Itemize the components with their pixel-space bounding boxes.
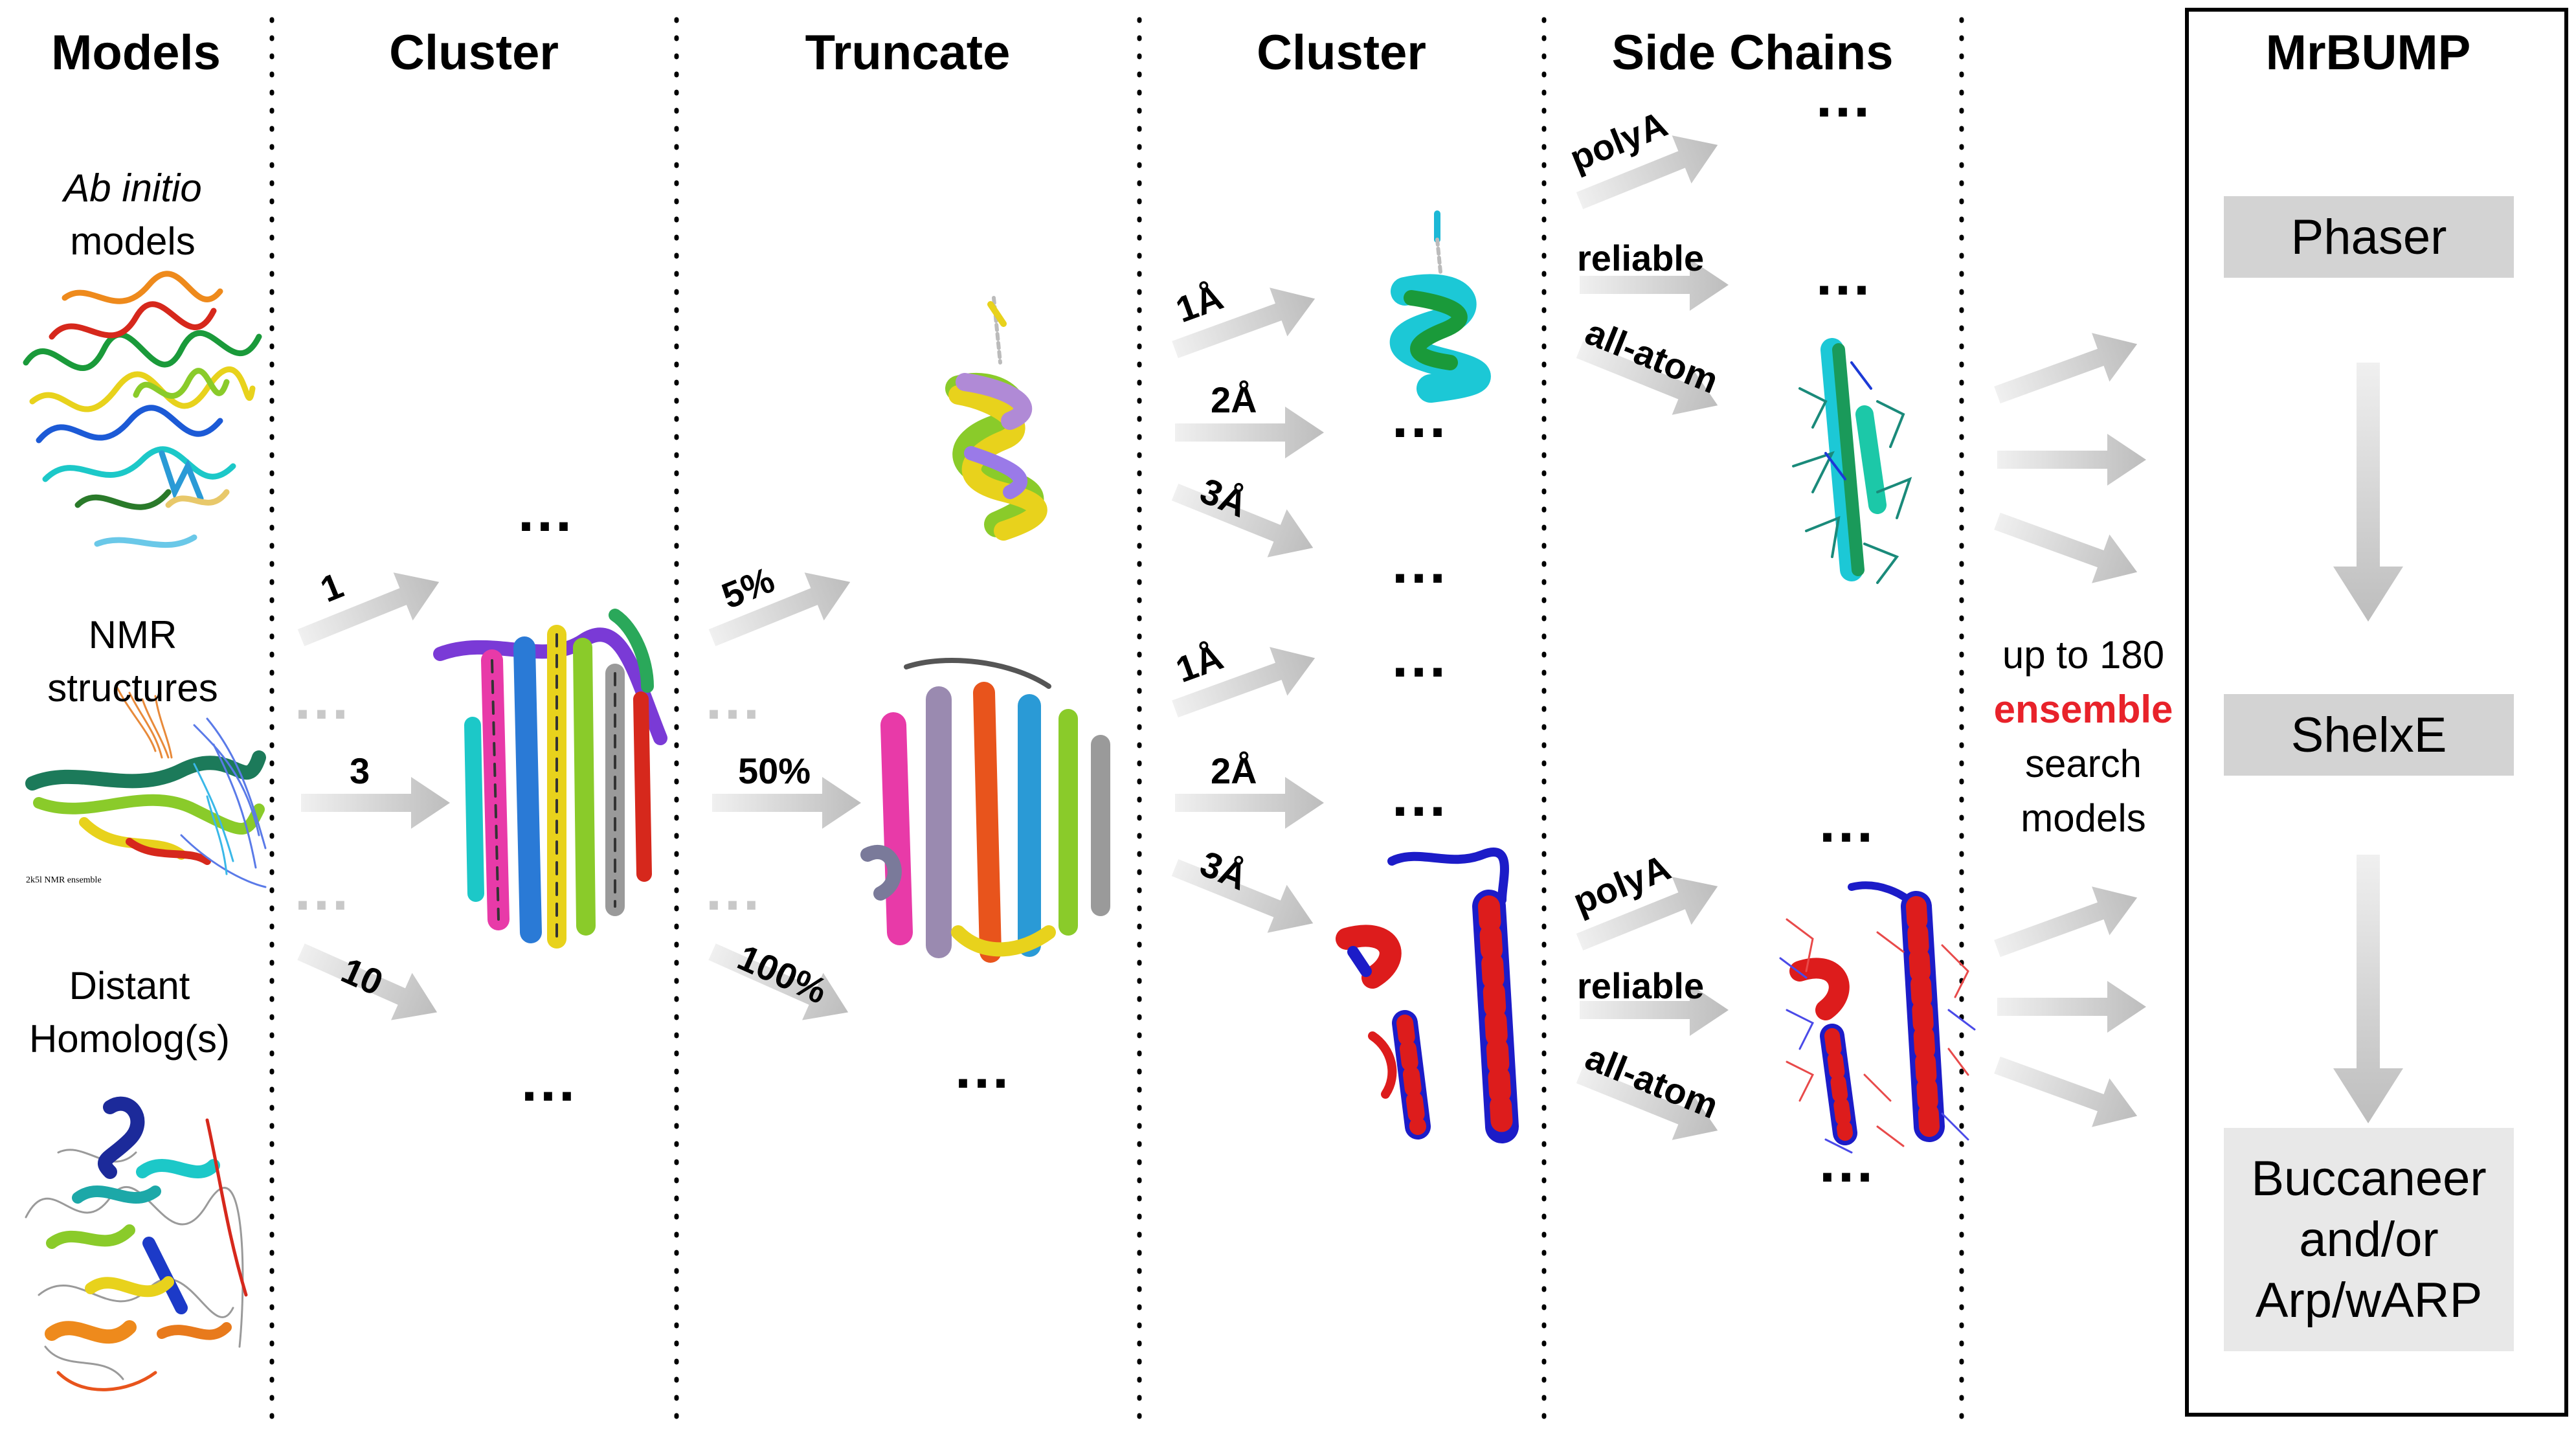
sc-ellipsis-4: ... <box>1819 1130 1876 1195</box>
nmr-caption: 2k5l NMR ensemble <box>26 875 102 885</box>
arrow-out-6 <box>1988 1040 2146 1141</box>
ab-initio-models-image <box>23 271 262 548</box>
build-line3: Arp/wARP <box>2255 1272 2483 1328</box>
sidechain-allatom-bottom-image <box>1779 881 1976 1154</box>
truncate-ellipsis-grey-2: ... <box>706 858 763 923</box>
arrow-out-1 <box>1988 319 2146 420</box>
build-line2: and/or <box>2299 1211 2439 1267</box>
truncate-label-50: 50% <box>738 750 811 791</box>
truncated-bundle-50pct-image <box>860 658 1110 963</box>
ab-initio-line2: models <box>70 219 196 263</box>
c2-ellipsis-2: ... <box>1392 531 1449 596</box>
header-cluster-2: Cluster <box>1257 25 1426 80</box>
sidechain-allatom-top-image <box>1792 338 1912 584</box>
c2-ellipsis-4: ... <box>1392 764 1449 829</box>
output-line1: up to 180 <box>2002 633 2165 677</box>
header-side-chains: Side Chains <box>1611 25 1894 80</box>
arrow-shelxe-to-build <box>2333 855 2403 1123</box>
output-line3: search <box>2024 742 2142 785</box>
build-box: Buccaneer and/or Arp/wARP <box>2224 1128 2514 1351</box>
homolog-line1: Distant <box>69 964 190 1007</box>
cluster-bundle-image <box>433 609 667 949</box>
c2-ellipsis-1: ... <box>1392 385 1449 450</box>
build-line1: Buccaneer <box>2251 1151 2487 1206</box>
nmr-structures-image <box>25 685 267 888</box>
arrow-out-3 <box>1988 497 2146 597</box>
homolog-line2: Homolog(s) <box>28 1017 230 1061</box>
cluster2-helix-image <box>1389 210 1491 403</box>
c2-label-2a-bottom: 2Å <box>1211 750 1257 791</box>
sc-ellipsis-2: ... <box>1816 243 1873 308</box>
mrbump-arrows <box>2333 363 2403 1123</box>
arrow-cluster-3 <box>301 777 450 829</box>
cluster2-redblue-image <box>1336 848 1519 1143</box>
ab-initio-label: Ab initio models <box>63 162 201 268</box>
arrow-phaser-to-shelxe <box>2333 363 2403 622</box>
nmr-line1: NMR <box>88 613 177 657</box>
output-line4: models <box>2021 796 2146 840</box>
distant-homolog-image <box>25 1096 248 1391</box>
arrow-out-5 <box>1997 981 2146 1033</box>
cluster-ellipsis-bottom: ... <box>521 1049 578 1114</box>
sc-ellipsis-1: ... <box>1816 65 1873 129</box>
phaser-box: Phaser <box>2224 196 2514 278</box>
output-models-text: up to 180 ensemble search models <box>1994 628 2173 846</box>
header-truncate: Truncate <box>805 25 1011 80</box>
nmr-line2: structures <box>47 666 218 710</box>
mrbump-frame <box>2185 8 2568 1417</box>
header-models: Models <box>51 25 221 80</box>
cluster-ellipsis-top: ... <box>518 479 575 544</box>
ab-initio-line1: Ab initio <box>63 166 202 210</box>
output-line2: ensemble <box>1993 688 2173 731</box>
arrow-out-2 <box>1997 434 2146 486</box>
homolog-label: Distant Homolog(s) <box>29 960 230 1066</box>
sc-ellipsis-3: ... <box>1819 790 1876 855</box>
truncate-ellipsis-bottom: ... <box>955 1036 1012 1101</box>
cluster-ellipsis-grey-1: ... <box>295 667 352 732</box>
cluster-label-3: 3 <box>350 750 370 791</box>
arrow-out-4 <box>1988 873 2146 973</box>
nmr-label: NMR structures <box>47 609 218 715</box>
header-cluster-1: Cluster <box>389 25 559 80</box>
truncate-ellipsis-grey-1: ... <box>706 667 763 732</box>
c2-ellipsis-3: ... <box>1392 625 1449 690</box>
truncated-helix-5pct-image <box>945 296 1047 541</box>
sc-label-reliable-bottom: reliable <box>1577 965 1705 1006</box>
header-mrbump: MrBUMP <box>2265 25 2471 80</box>
sc-label-reliable-top: reliable <box>1577 238 1705 278</box>
cluster-ellipsis-grey-2: ... <box>295 858 352 923</box>
c2-label-2a-top: 2Å <box>1211 379 1257 420</box>
shelxe-box: ShelxE <box>2224 694 2514 776</box>
